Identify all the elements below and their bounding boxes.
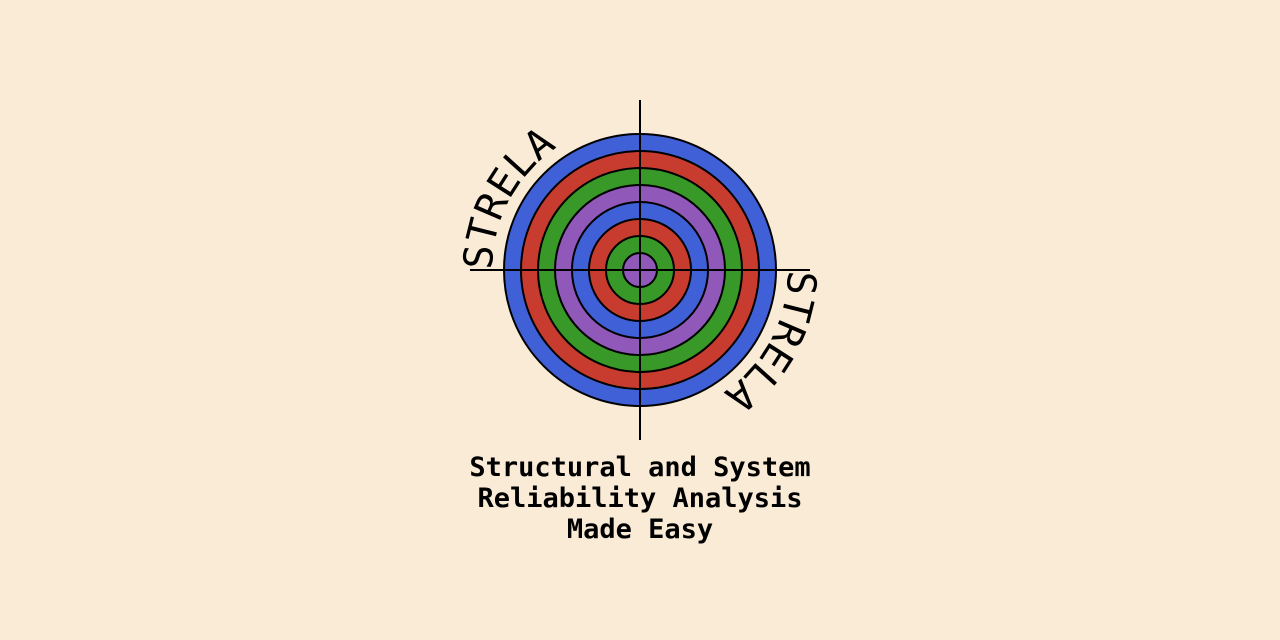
tagline-line-2: Reliability Analysis [477, 483, 803, 514]
tagline: Structural and System Reliability Analys… [0, 452, 1280, 545]
tagline-line-1: Structural and System [469, 452, 811, 483]
tagline-line-3: Made Easy [566, 514, 714, 545]
